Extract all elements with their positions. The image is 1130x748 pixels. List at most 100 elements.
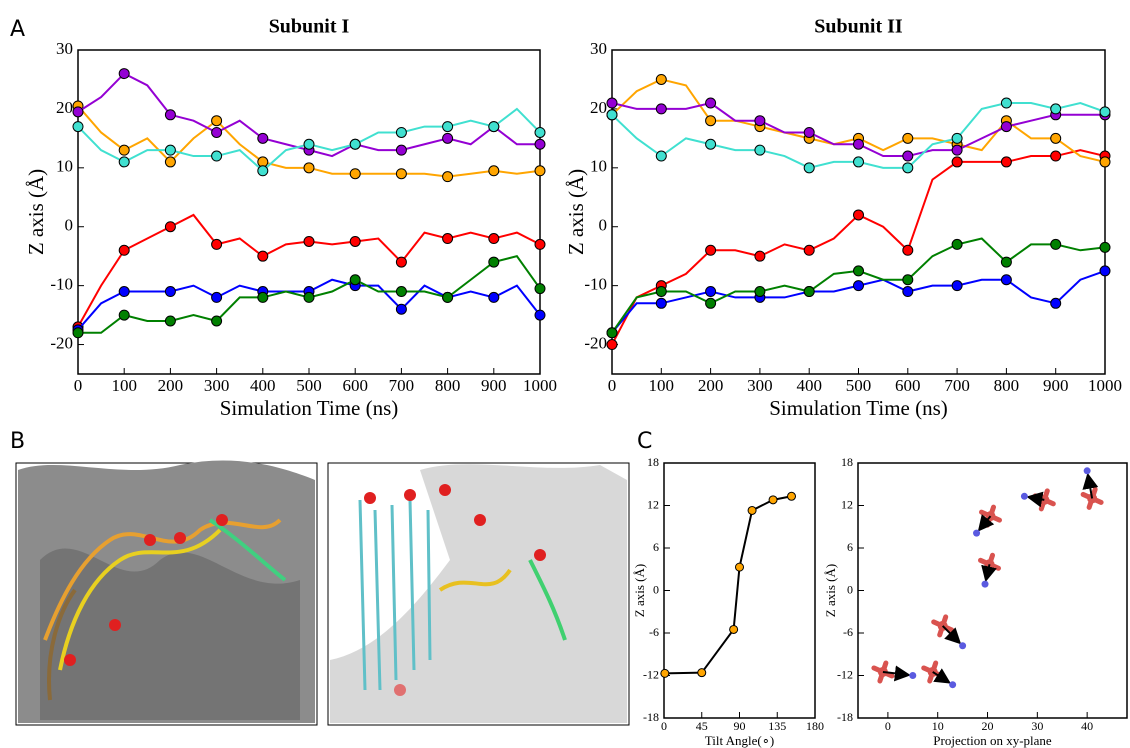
point-marker <box>349 274 361 286</box>
point-marker <box>606 97 618 109</box>
point-marker <box>488 291 500 303</box>
panel-label: B <box>10 429 25 454</box>
point-marker <box>803 126 815 138</box>
point-marker <box>211 238 223 250</box>
point-marker <box>442 132 454 144</box>
plot-frame <box>77 49 541 375</box>
point-marker <box>257 165 269 177</box>
series-line <box>77 213 541 328</box>
point-marker <box>164 144 176 156</box>
arrow <box>882 665 911 682</box>
point <box>909 672 917 679</box>
y-tick-label: 0 <box>847 582 853 596</box>
x-tick-label: 800 <box>994 376 1020 395</box>
point-marker <box>768 495 778 505</box>
point-marker <box>853 209 864 221</box>
point-marker <box>349 168 361 180</box>
point-marker <box>534 283 546 295</box>
point-marker <box>211 126 223 138</box>
point <box>959 642 967 650</box>
point-marker <box>118 144 130 156</box>
point-marker <box>705 115 717 127</box>
point-marker <box>729 624 739 634</box>
point-marker <box>1050 103 1062 115</box>
point-marker <box>257 132 269 144</box>
y-axis-label: Z axis (Å) <box>632 564 647 617</box>
point-marker <box>754 286 766 298</box>
x-axis-label: Projection on xy-plane <box>933 733 1052 748</box>
point-marker <box>655 297 667 309</box>
point-marker <box>164 156 176 168</box>
point <box>1083 467 1091 475</box>
point-marker <box>395 256 407 268</box>
point-marker <box>118 309 130 321</box>
y-tick-label: 30 <box>56 39 73 58</box>
point-marker <box>395 126 407 138</box>
y-tick-label: 0 <box>65 216 74 235</box>
point-marker <box>902 162 914 174</box>
point-marker <box>853 138 864 150</box>
point-marker <box>853 156 864 168</box>
y-tick-label: 0 <box>599 216 608 235</box>
point-marker <box>395 144 407 156</box>
x-axis-label: Simulation Time (ns) <box>220 396 399 420</box>
chart-title: Subunit II <box>814 16 903 38</box>
x-tick-label: 1000 <box>523 376 557 395</box>
point-marker <box>705 297 717 309</box>
x-tick-label: 200 <box>698 376 724 395</box>
point-marker <box>705 97 717 109</box>
point-marker <box>395 303 407 315</box>
point-marker <box>72 327 84 339</box>
point-marker <box>747 505 757 515</box>
y-axis-label: Z axis (Å) <box>823 564 838 617</box>
point-marker <box>697 668 707 678</box>
x-tick-label: 300 <box>204 376 230 395</box>
point-marker <box>164 315 176 327</box>
point-marker <box>164 221 176 233</box>
x-tick-label: 900 <box>481 376 507 395</box>
x-tick-label: 45 <box>696 719 708 733</box>
point-marker <box>754 144 766 156</box>
point-marker <box>902 244 914 256</box>
y-tick-label: -18 <box>643 710 659 724</box>
point-marker <box>655 286 667 298</box>
point-marker <box>1050 132 1062 144</box>
y-tick-label: 6 <box>847 540 853 554</box>
point-marker <box>1050 297 1062 309</box>
x-tick-label: 600 <box>342 376 368 395</box>
y-tick-label: 6 <box>653 540 659 554</box>
point-marker <box>118 68 130 80</box>
point-marker <box>705 138 717 150</box>
point-marker <box>853 280 864 292</box>
point <box>981 580 989 588</box>
point-marker <box>118 244 130 256</box>
point-marker <box>303 162 315 174</box>
y-tick-label: 12 <box>647 497 659 511</box>
point-marker <box>735 562 744 572</box>
point-marker <box>257 291 269 303</box>
y-tick-label: -12 <box>837 667 853 681</box>
y-tick-label: 18 <box>841 455 853 469</box>
point-marker <box>534 126 546 138</box>
point-marker <box>164 286 176 298</box>
point-marker <box>257 250 269 262</box>
point-marker <box>118 156 130 168</box>
point-marker <box>655 103 667 115</box>
x-tick-label: 300 <box>747 376 773 395</box>
x-tick-label: 100 <box>649 376 675 395</box>
y-tick-label: 18 <box>647 455 659 469</box>
point-marker <box>754 250 766 262</box>
x-tick-label: 500 <box>846 376 872 395</box>
y-tick-label: -6 <box>843 625 853 639</box>
point-marker <box>442 171 454 183</box>
point-marker <box>442 233 454 245</box>
point-marker <box>72 121 84 133</box>
point-marker <box>1000 121 1012 133</box>
arrow <box>1026 491 1045 508</box>
x-tick-label: 90 <box>734 719 746 733</box>
x-tick-label: 200 <box>158 376 184 395</box>
x-axis-label: Tilt Angle(∘) <box>705 733 774 748</box>
point-marker <box>902 286 914 298</box>
x-tick-label: 0 <box>608 376 617 395</box>
